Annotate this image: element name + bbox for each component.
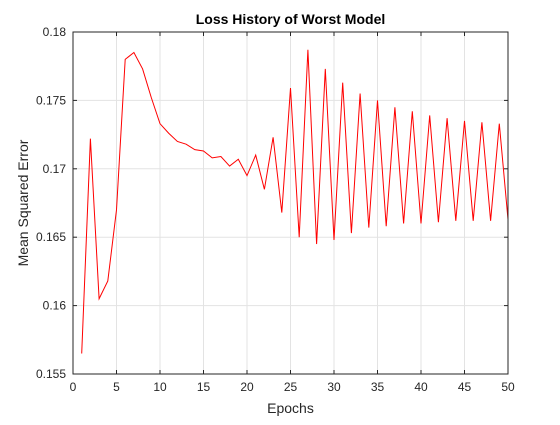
loss-data-point	[299, 237, 300, 238]
loss-data-point	[212, 157, 213, 158]
x-tick-label: 50	[501, 380, 515, 394]
loss-data-point	[499, 123, 500, 124]
loss-data-point	[142, 68, 143, 69]
loss-data-point	[281, 212, 282, 213]
loss-data-point	[455, 220, 456, 221]
loss-data-point	[429, 115, 430, 116]
loss-data-point	[360, 93, 361, 94]
loss-data-point	[342, 82, 343, 83]
loss-data-point	[99, 298, 100, 299]
x-tick-label: 40	[414, 380, 428, 394]
x-tick-labels: 0 5 10 15 20 25 30 35 40 45 50	[70, 380, 515, 394]
loss-data-point	[159, 123, 160, 124]
loss-data-point	[290, 87, 291, 88]
loss-data-point	[203, 150, 204, 151]
loss-data-point	[420, 223, 421, 224]
x-tick-label: 35	[371, 380, 385, 394]
x-tick-label: 15	[197, 380, 211, 394]
x-tick-label: 10	[153, 380, 167, 394]
loss-data-point	[316, 243, 317, 244]
loss-data-point	[464, 120, 465, 121]
x-tick-label: 25	[284, 380, 298, 394]
loss-data-point	[438, 222, 439, 223]
loss-series-line	[81, 49, 509, 354]
y-tick-label: 0.16	[43, 299, 67, 313]
loss-data-point	[246, 175, 247, 176]
loss-data-point	[403, 223, 404, 224]
loss-data-point	[107, 280, 108, 281]
loss-data-point	[412, 111, 413, 112]
x-tick-label: 0	[70, 380, 77, 394]
loss-data-point	[386, 226, 387, 227]
y-tick-labels: 0.155 0.16 0.165 0.17 0.175 0.18	[36, 25, 66, 381]
loss-data-point	[368, 227, 369, 228]
loss-data-point	[81, 353, 82, 354]
loss-data-point	[177, 141, 178, 142]
x-tick-label: 5	[113, 380, 120, 394]
loss-data-point	[325, 68, 326, 69]
loss-data-point	[447, 118, 448, 119]
series-group	[81, 49, 509, 354]
loss-data-point	[377, 100, 378, 101]
y-tick-label: 0.17	[43, 162, 67, 176]
loss-data-point	[473, 220, 474, 221]
chart-title: Loss History of Worst Model	[196, 11, 386, 27]
x-tick-label: 30	[327, 380, 341, 394]
x-axis-label: Epochs	[267, 400, 314, 416]
loss-data-point	[151, 97, 152, 98]
loss-data-point	[264, 189, 265, 190]
loss-data-point	[238, 159, 239, 160]
loss-data-point	[133, 52, 134, 53]
loss-data-point	[168, 133, 169, 134]
loss-data-point	[125, 59, 126, 60]
loss-data-point	[255, 155, 256, 156]
loss-data-point	[229, 165, 230, 166]
loss-data-point	[194, 149, 195, 150]
x-tick-label: 45	[458, 380, 472, 394]
y-tick-label: 0.155	[36, 367, 66, 381]
loss-data-point	[490, 220, 491, 221]
y-tick-label: 0.18	[43, 25, 67, 39]
y-axis-label: Mean Squared Error	[15, 139, 31, 266]
tick-marks	[72, 31, 509, 375]
loss-data-point	[351, 232, 352, 233]
x-tick-label: 20	[240, 380, 254, 394]
loss-data-point	[90, 138, 91, 139]
loss-data-point	[186, 144, 187, 145]
y-tick-label: 0.165	[36, 230, 66, 244]
loss-data-point	[273, 137, 274, 138]
loss-data-point	[394, 107, 395, 108]
loss-data-point	[307, 49, 308, 50]
loss-data-point	[220, 156, 221, 157]
loss-data-point	[333, 239, 334, 240]
loss-data-point	[481, 122, 482, 123]
y-tick-label: 0.175	[36, 93, 66, 107]
loss-data-point	[116, 209, 117, 210]
